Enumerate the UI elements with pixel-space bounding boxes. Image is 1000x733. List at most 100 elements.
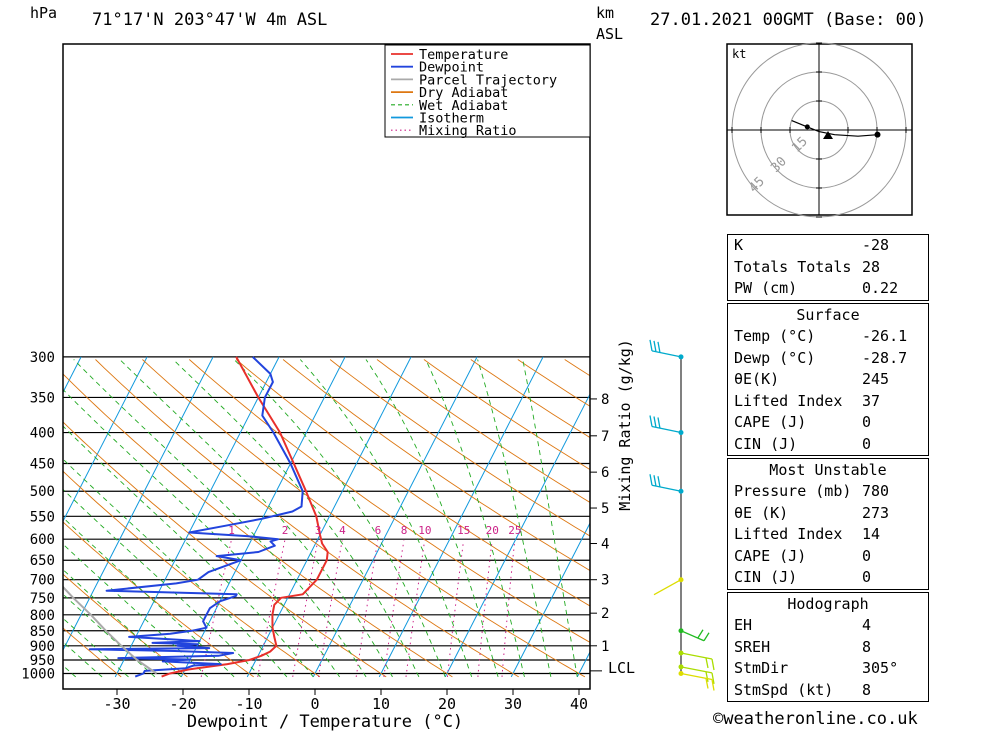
isotherm-line <box>444 393 590 678</box>
mixing-ratio-label: 10 <box>418 524 431 537</box>
x-tick-label: 20 <box>438 695 456 713</box>
wet-adiabat-line <box>425 359 525 678</box>
wet-adiabat-line <box>63 593 156 678</box>
most-unstable-row: θE (K) 273 <box>728 503 928 525</box>
mixing-ratio-line <box>292 540 319 677</box>
most-unstable-row-value: 14 <box>862 525 881 543</box>
dry-adiabat-line <box>329 359 590 537</box>
km-tick-label: 6 <box>601 465 609 481</box>
x-tick-label: 10 <box>372 695 390 713</box>
hodograph-stat-row: StmSpd (kt) 8 <box>728 680 928 702</box>
indices-table: K -28 Totals Totals 28 PW (cm) 0.22 <box>727 234 929 301</box>
surface-row-label: Temp (°C) <box>734 327 816 345</box>
wet-adiabat-line <box>365 359 499 678</box>
hodograph-stats-table: Hodograph EH 4 SREH 8 StmDir 305° StmSpd (kt) 8 <box>727 592 929 702</box>
dry-adiabat-line <box>63 627 122 678</box>
most-unstable-title: Most Unstable <box>769 461 887 479</box>
hodograph-stat-row: StmDir 305° <box>728 658 928 680</box>
surface-row-value: 0 <box>862 413 872 431</box>
wet-adiabat-line <box>63 516 235 678</box>
wind-barb <box>680 652 715 671</box>
wet-adiabat-line <box>63 388 341 678</box>
hodograph-unit-label: kt <box>732 47 746 61</box>
storm-motion-marker <box>823 131 833 139</box>
mixing-ratio-label: 3 <box>315 524 322 537</box>
surface-row-value: -26.1 <box>862 327 908 345</box>
hodograph-stat-row-label: StmDir <box>734 659 789 677</box>
wet-adiabat-line <box>63 617 129 678</box>
hodograph-stat-row-label: EH <box>734 616 753 634</box>
wet-adiabat-line <box>299 359 473 678</box>
dewpoint-line <box>88 356 304 678</box>
legend-label: Mixing Ratio <box>419 123 517 139</box>
pressure-tick-label: 550 <box>30 509 55 525</box>
most-unstable-row-label: θE (K) <box>734 503 789 522</box>
hodograph-stat-row-label: StmSpd (kt) <box>734 680 834 699</box>
hodograph-stat-row-value: 8 <box>862 680 872 699</box>
legend-label: Parcel Trajectory <box>419 72 557 88</box>
index-row-value: 28 <box>862 257 881 276</box>
surface-row-value: 0 <box>862 434 872 453</box>
most-unstable-row-label: Pressure (mb) <box>734 482 852 500</box>
wet-adiabat-line <box>477 359 552 678</box>
km-tick-label: 5 <box>601 501 609 517</box>
wind-barb <box>680 666 715 684</box>
surface-row-value: 245 <box>862 370 890 388</box>
lcl-label: LCL <box>608 659 635 677</box>
pressure-tick-label: 400 <box>30 426 55 442</box>
mixing-ratio-line <box>355 540 379 677</box>
isotherm-line <box>114 356 280 678</box>
isotherm-line <box>63 356 148 523</box>
most-unstable-table: Most Unstable Pressure (mb) 780 θE (K) 273 L… <box>727 458 929 590</box>
dry-adiabat-line <box>95 359 519 678</box>
surface-row-label: Lifted Index <box>734 391 843 410</box>
most-unstable-row-label: CAPE (J) <box>734 546 807 565</box>
dry-adiabat-line <box>142 359 586 678</box>
height-unit-label: km <box>596 4 615 22</box>
wind-barb <box>649 474 682 492</box>
legend-label: Wet Adiabat <box>419 98 508 114</box>
hodograph-stat-row-value: 305° <box>862 659 899 677</box>
mixing-ratio-line <box>501 540 516 677</box>
legend-label: Dewpoint <box>419 60 484 76</box>
wind-barb <box>649 339 682 358</box>
pressure-tick-label: 1000 <box>21 667 55 683</box>
hodograph-point <box>804 124 810 130</box>
surface-row-label: θE(K) <box>734 370 780 388</box>
index-row: K -28 <box>728 235 928 257</box>
dry-adiabat-line <box>63 521 254 678</box>
mixing-ratio-line <box>257 540 286 677</box>
wind-barb <box>649 415 682 434</box>
pressure-tick-label: 300 <box>30 350 55 366</box>
wind-barb <box>680 672 715 691</box>
hodograph-stat-row-value: 8 <box>862 637 872 656</box>
parcel-trajectory-line <box>63 585 158 675</box>
pressure-tick-label: 500 <box>30 484 55 500</box>
pressure-tick-label: 450 <box>30 457 55 473</box>
index-row-label: Totals Totals <box>734 257 852 276</box>
isotherm-line <box>510 522 590 678</box>
isotherm-line <box>312 356 478 678</box>
mixing-ratio-line <box>318 540 343 677</box>
mixing-ratio-label: 2 <box>282 524 289 537</box>
mixing-ratio-label: 4 <box>339 524 346 537</box>
surface-row: CIN (J) 0 <box>728 434 928 456</box>
mixing-ratio-line <box>200 540 232 678</box>
most-unstable-row-value: 0 <box>862 546 872 565</box>
wet-adiabat-line <box>63 641 103 678</box>
mixing-ratio-label: 25 <box>508 524 521 537</box>
height-unit-label-asl: ASL <box>596 25 624 43</box>
dry-adiabat-line <box>423 359 590 471</box>
wet-adiabat-line <box>63 569 182 678</box>
plot-frame <box>62 43 591 690</box>
x-axis-label: Dewpoint / Temperature (°C) <box>187 712 463 732</box>
legend-label: Dry Adiabat <box>419 85 508 101</box>
km-tick-label: 3 <box>601 573 609 589</box>
mixing-ratio-line <box>383 540 405 677</box>
pressure-tick-label: 900 <box>30 639 55 655</box>
pressure-unit-label: hPa <box>30 4 58 22</box>
km-tick-label: 4 <box>601 537 609 553</box>
x-tick-label: -10 <box>235 695 262 713</box>
